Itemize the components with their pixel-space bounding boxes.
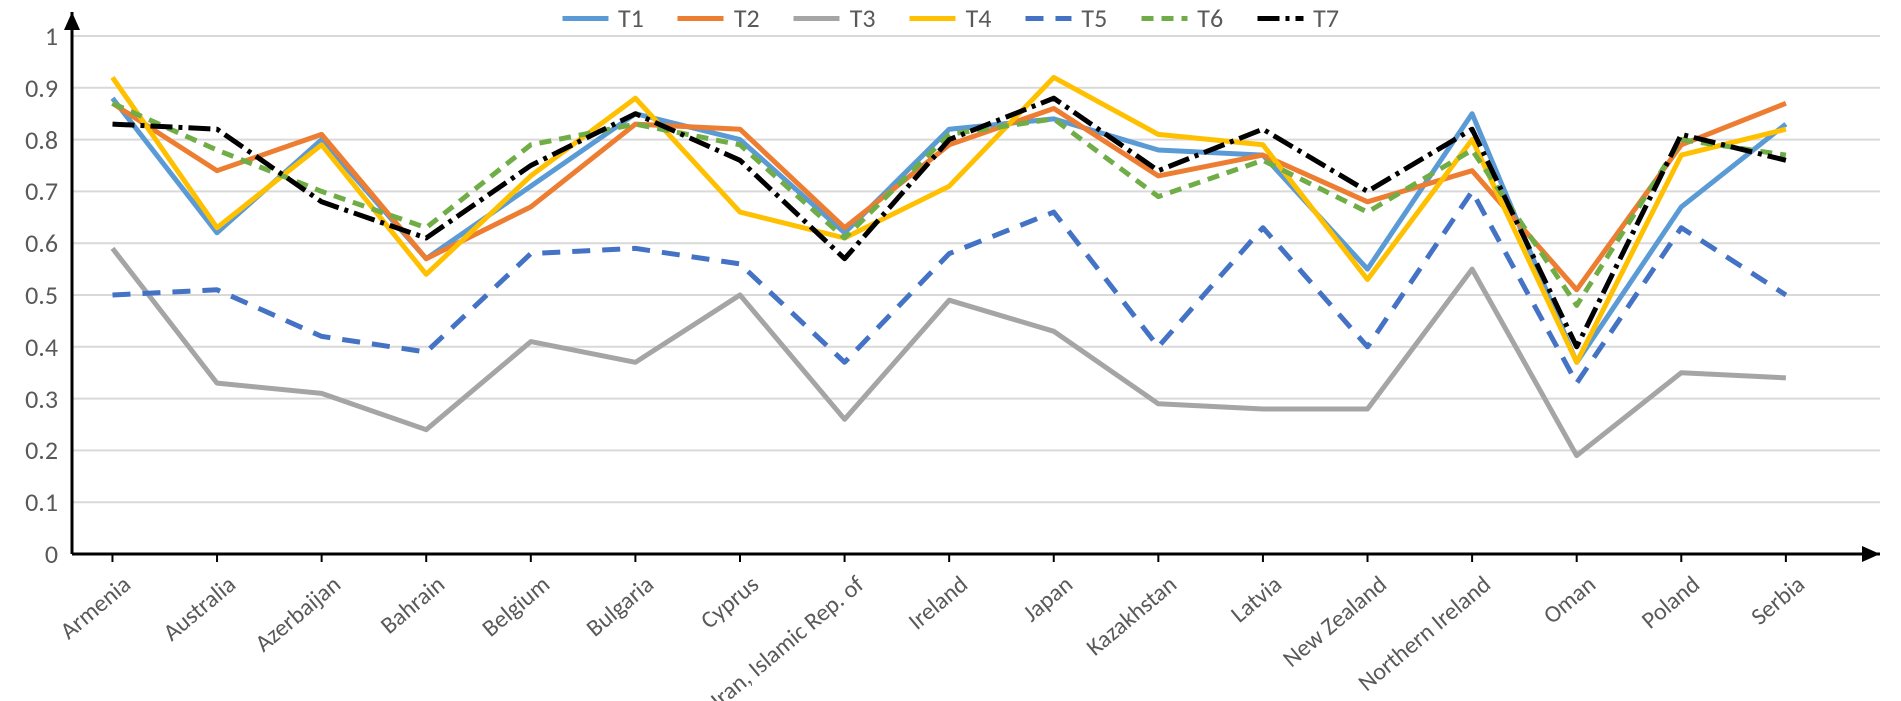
y-tick-label: 0.2 bbox=[0, 434, 58, 466]
legend-item-T5: T5 bbox=[1025, 2, 1107, 34]
legend-item-T2: T2 bbox=[678, 2, 760, 34]
legend-item-T3: T3 bbox=[794, 2, 876, 34]
legend-label: T5 bbox=[1081, 2, 1107, 34]
y-tick-label: 0.9 bbox=[0, 72, 58, 104]
legend-item-T1: T1 bbox=[562, 2, 644, 34]
y-tick-label: 0.1 bbox=[0, 486, 58, 518]
legend-swatch-T1 bbox=[562, 16, 608, 21]
y-tick-label: 1 bbox=[0, 20, 58, 52]
legend-item-T6: T6 bbox=[1141, 2, 1223, 34]
y-tick-label: 0.8 bbox=[0, 124, 58, 156]
legend-swatch-T5 bbox=[1025, 16, 1071, 21]
y-tick-label: 0.5 bbox=[0, 279, 58, 311]
legend-label: T2 bbox=[734, 2, 760, 34]
legend-swatch-T3 bbox=[794, 16, 840, 21]
x-axis-arrow bbox=[1862, 546, 1880, 562]
legend-swatch-T4 bbox=[910, 16, 956, 21]
legend-label: T4 bbox=[966, 2, 992, 34]
legend-item-T4: T4 bbox=[910, 2, 992, 34]
series-line-T4 bbox=[113, 77, 1786, 362]
series-line-T3 bbox=[113, 248, 1786, 455]
y-tick-label: 0 bbox=[0, 538, 58, 570]
legend-label: T6 bbox=[1197, 2, 1223, 34]
legend-swatch-T2 bbox=[678, 16, 724, 21]
legend-swatch-T7 bbox=[1257, 16, 1303, 21]
y-tick-label: 0.3 bbox=[0, 383, 58, 415]
legend: T1 T2 T3 T4 T5 T6 T7 bbox=[562, 2, 1339, 34]
legend-label: T7 bbox=[1313, 2, 1339, 34]
legend-item-T7: T7 bbox=[1257, 2, 1339, 34]
line-chart: T1 T2 T3 T4 T5 T6 T7 0 0.1 0.2 0.3 0.4 0.5 0.6 0.7 0.8… bbox=[0, 0, 1901, 701]
legend-swatch-T6 bbox=[1141, 16, 1187, 21]
series-line-T5 bbox=[113, 191, 1786, 383]
legend-label: T3 bbox=[850, 2, 876, 34]
y-tick-label: 0.6 bbox=[0, 227, 58, 259]
y-tick-label: 0.4 bbox=[0, 331, 58, 363]
y-tick-label: 0.7 bbox=[0, 175, 58, 207]
y-axis-arrow bbox=[64, 12, 80, 30]
legend-label: T1 bbox=[618, 2, 644, 34]
